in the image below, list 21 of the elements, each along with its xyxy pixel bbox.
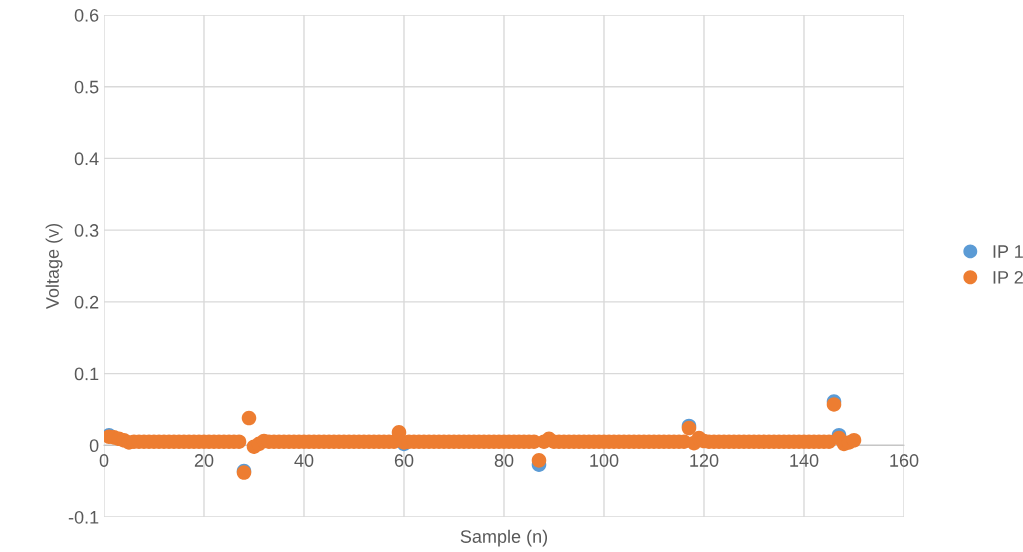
y-tick-label: -0.1	[68, 510, 99, 524]
legend-label: IP 2	[993, 270, 1023, 284]
legend-label: IP 1	[993, 245, 1023, 258]
x-tick-label: 20	[194, 454, 214, 467]
x-tick-label: 80	[494, 454, 514, 467]
y-tick-label: 0.4	[74, 152, 99, 166]
y-tick-label: 0.1	[74, 367, 99, 381]
x-tick-label: 40	[294, 454, 314, 467]
y-tick-label: 0.3	[74, 224, 99, 237]
x-tick-label: 60	[394, 454, 414, 467]
y-tick-label: 0.2	[74, 295, 99, 309]
x-tick-label: 140	[790, 454, 819, 467]
x-tick-label: 100	[590, 454, 619, 467]
y-tick-label: 0	[89, 439, 99, 453]
y-axis-title: Voltage (v)	[45, 223, 63, 310]
x-axis-title: Sample (n)	[460, 529, 548, 547]
x-tick-label: 120	[690, 454, 719, 467]
x-tick-label: 160	[890, 454, 919, 467]
y-tick-label: 0.5	[74, 80, 99, 94]
y-tick-label: 0.6	[74, 8, 99, 22]
x-tick-label: 0	[99, 454, 109, 467]
